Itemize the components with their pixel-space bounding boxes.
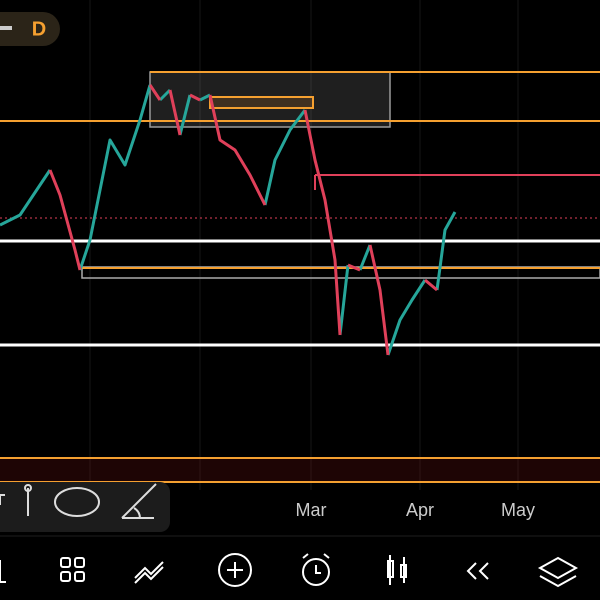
tool-icon[interactable] bbox=[0, 494, 5, 505]
nav-icon[interactable] bbox=[0, 560, 6, 583]
timeframe[interactable]: D bbox=[32, 18, 46, 40]
nav-icon[interactable] bbox=[537, 556, 579, 588]
zone bbox=[0, 458, 600, 482]
range-box[interactable] bbox=[209, 96, 314, 109]
nav-icon[interactable] bbox=[466, 562, 489, 580]
x-tick-label: Mar bbox=[296, 500, 327, 520]
bottom-nav bbox=[0, 553, 579, 588]
nav-icon[interactable] bbox=[387, 555, 407, 585]
price-trace bbox=[0, 84, 457, 356]
nav-icon[interactable] bbox=[218, 553, 252, 587]
x-tick-label: Apr bbox=[406, 500, 434, 520]
timeframe-pill[interactable] bbox=[0, 12, 60, 46]
tool-icon[interactable] bbox=[54, 487, 100, 517]
nav-icon[interactable] bbox=[134, 561, 164, 584]
tool-icon-dot bbox=[24, 484, 32, 492]
nav-icon[interactable] bbox=[60, 557, 85, 582]
x-axis: Mar Apr May bbox=[296, 500, 536, 520]
nav-icon[interactable] bbox=[302, 553, 330, 586]
drawing-toolbar bbox=[0, 482, 170, 532]
grid bbox=[89, 0, 519, 490]
minus-icon bbox=[0, 26, 12, 30]
tool-icons bbox=[0, 483, 157, 519]
x-tick-label: May bbox=[501, 500, 535, 520]
tool-icon[interactable] bbox=[121, 483, 157, 519]
